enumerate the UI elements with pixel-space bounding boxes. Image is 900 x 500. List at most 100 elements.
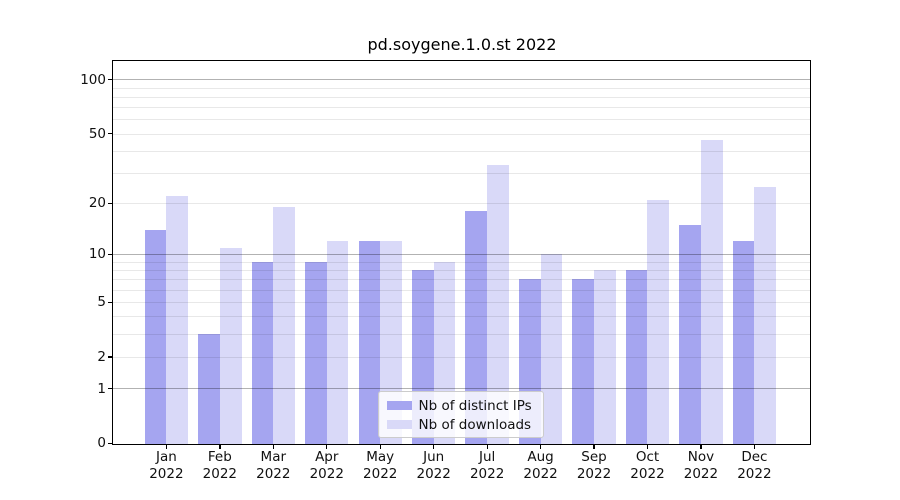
y-tick-label: 10 — [88, 246, 106, 263]
x-tick-mark — [700, 444, 702, 449]
bar-distinct-ips-jul — [465, 211, 488, 445]
bar-distinct-ips-may — [358, 241, 381, 445]
y-tick-label: 1 — [97, 380, 106, 397]
x-tick-year: 2022 — [469, 465, 505, 482]
bar-downloads-mar — [273, 207, 295, 445]
x-tick-mark — [539, 444, 542, 449]
gridline-minor — [113, 356, 811, 358]
x-tick-label: Sep 2022 — [562, 449, 626, 482]
gridline-minor — [113, 334, 811, 336]
x-tick-label: Aug 2022 — [509, 449, 573, 482]
x-tick-label: Jul 2022 — [455, 449, 519, 482]
x-tick-label: Jun 2022 — [402, 449, 466, 482]
y-tick-label: 20 — [88, 195, 106, 212]
gridline-major — [113, 79, 811, 81]
legend-entry-distinct-ips: Nb of distinct IPs — [386, 396, 535, 415]
gridline-minor — [113, 172, 811, 174]
gridline-minor — [113, 279, 811, 281]
x-tick-year: 2022 — [363, 465, 398, 482]
x-tick-month: Jun — [423, 449, 445, 465]
gridline-minor — [113, 289, 811, 291]
x-tick-label: Apr 2022 — [295, 449, 359, 482]
bar-distinct-ips-mar — [251, 261, 274, 445]
x-tick-label: Dec 2022 — [722, 449, 786, 482]
bar-distinct-ips-oct — [625, 270, 648, 445]
x-tick-year: 2022 — [576, 465, 612, 482]
x-tick-year: 2022 — [737, 465, 772, 482]
legend-swatch-downloads — [386, 419, 412, 430]
x-tick-label: Jan 2022 — [134, 449, 198, 482]
x-tick-label: Feb 2022 — [188, 449, 252, 482]
x-tick-month: Jul — [478, 449, 496, 465]
y-tick-label: 100 — [80, 71, 106, 88]
x-tick-month: Nov — [687, 449, 715, 465]
bar-downloads-apr — [326, 241, 349, 445]
x-tick-label: Nov 2022 — [669, 449, 733, 482]
bar-downloads-aug — [540, 254, 563, 445]
bar-downloads-sep — [594, 270, 616, 445]
x-tick-month: Feb — [207, 449, 232, 465]
y-tick-label: 0 — [97, 435, 106, 452]
y-tick-label: 5 — [97, 294, 106, 311]
chart-title: pd.soygene.1.0.st 2022 — [367, 35, 557, 54]
x-tick-month: Sep — [581, 449, 607, 465]
x-tick-label: May 2022 — [348, 449, 412, 482]
bar-downloads-dec — [754, 186, 777, 445]
y-tick-mark — [107, 133, 113, 135]
bar-downloads-jul — [487, 165, 509, 445]
x-tick-year: 2022 — [683, 465, 719, 482]
bar-distinct-ips-dec — [732, 241, 755, 445]
gridline-minor — [113, 119, 811, 121]
x-tick-mark — [326, 444, 328, 449]
gridline-minor — [113, 302, 811, 304]
gridline-minor — [113, 316, 811, 318]
x-tick-year: 2022 — [416, 465, 451, 482]
x-tick-month: Oct — [635, 449, 660, 465]
y-tick-mark — [107, 301, 113, 303]
bar-downloads-oct — [647, 199, 670, 445]
gridline-major — [113, 253, 811, 256]
x-tick-month: Mar — [260, 449, 287, 465]
bar-distinct-ips-apr — [305, 261, 327, 445]
y-tick-mark — [107, 388, 113, 390]
bar-distinct-ips-jan — [144, 229, 167, 445]
x-tick-label: Mar 2022 — [241, 449, 305, 482]
gridline-minor — [113, 261, 811, 263]
legend-swatch-distinct-ips — [386, 400, 412, 411]
x-tick-month: Aug — [527, 449, 554, 465]
x-tick-year: 2022 — [523, 465, 558, 482]
x-tick-month: Apr — [315, 449, 339, 465]
x-tick-mark — [593, 444, 595, 449]
legend-label-downloads: Nb of downloads — [418, 416, 532, 433]
gridline-minor — [113, 133, 811, 135]
bar-downloads-feb — [219, 247, 242, 445]
y-tick-mark — [107, 442, 113, 445]
x-tick-mark — [433, 444, 435, 449]
gridline-minor — [113, 97, 811, 99]
x-tick-mark — [753, 444, 756, 449]
bar-distinct-ips-feb — [198, 334, 220, 445]
y-tick-mark — [107, 253, 113, 256]
gridline-minor — [113, 150, 811, 152]
x-tick-month: May — [366, 449, 395, 465]
x-tick-year: 2022 — [630, 465, 665, 482]
x-tick-mark — [219, 444, 221, 449]
legend-label-distinct-ips: Nb of distinct IPs — [418, 397, 532, 414]
bar-downloads-jan — [166, 196, 189, 445]
x-tick-label: Oct 2022 — [615, 449, 679, 482]
x-tick-month: Jan — [155, 449, 177, 465]
x-tick-year: 2022 — [309, 465, 344, 482]
y-tick-label: 50 — [88, 125, 106, 142]
x-tick-month: Dec — [741, 449, 768, 465]
x-tick-mark — [379, 444, 381, 449]
x-tick-year: 2022 — [149, 465, 184, 482]
y-tick-mark — [107, 79, 113, 81]
x-tick-year: 2022 — [256, 465, 291, 482]
y-tick-mark — [107, 202, 113, 205]
gridline-minor — [113, 203, 811, 205]
y-tick-mark — [107, 356, 113, 358]
x-tick-year: 2022 — [202, 465, 238, 482]
y-tick-label: 2 — [97, 348, 106, 365]
legend: Nb of distinct IPs Nb of downloads — [377, 391, 544, 438]
